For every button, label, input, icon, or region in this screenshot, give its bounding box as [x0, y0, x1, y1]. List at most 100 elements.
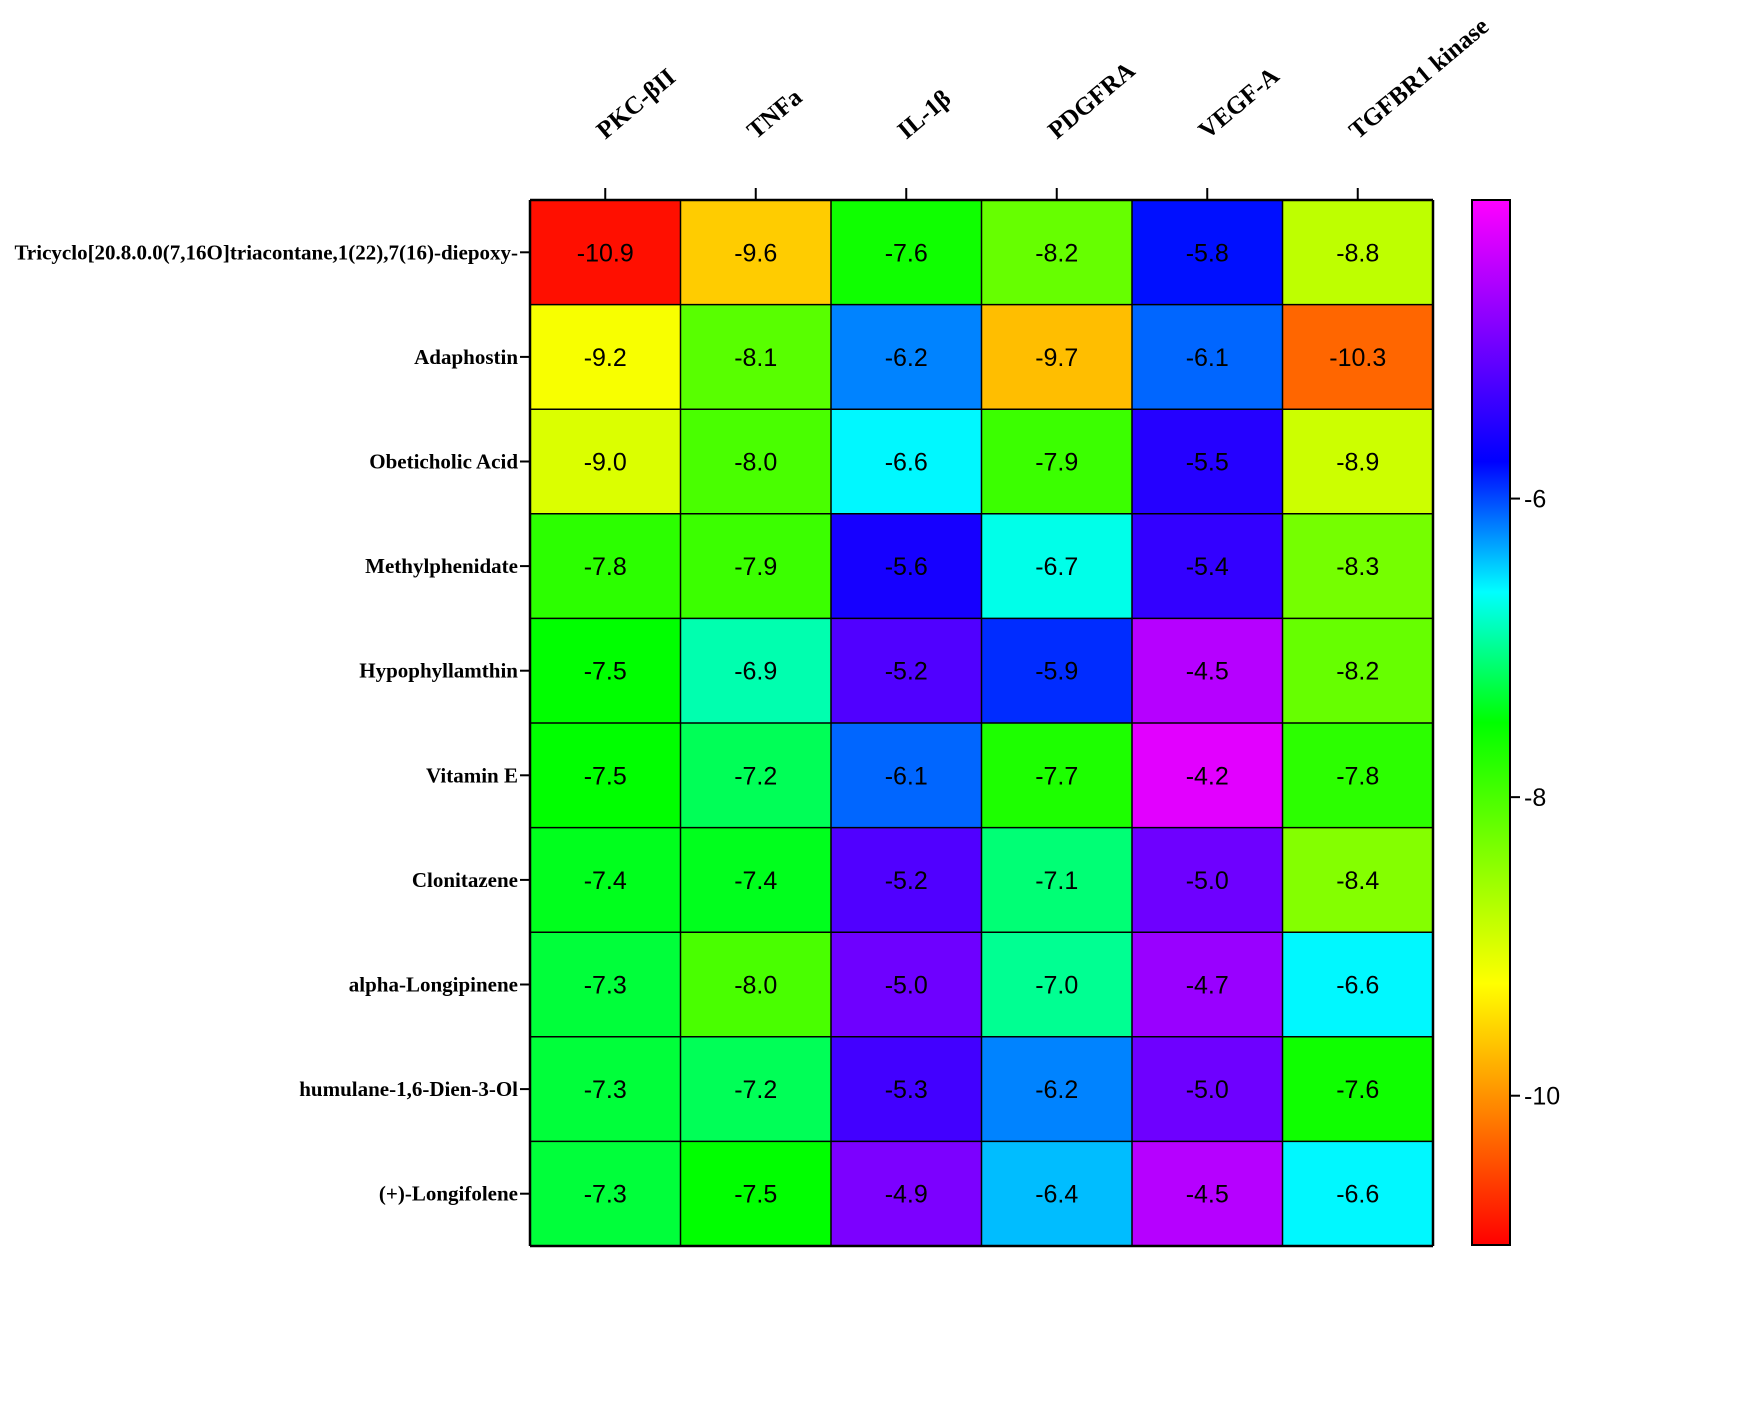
cell-value-label: -5.3 — [885, 1076, 928, 1104]
heatmap-cell — [831, 1036, 982, 1142]
heatmap-cell — [530, 723, 681, 828]
heatmap-cell — [530, 827, 681, 933]
cell-value-label: -6.2 — [1035, 1076, 1078, 1104]
cell-value-label: -5.0 — [1186, 867, 1229, 895]
heatmap-cell — [1132, 304, 1283, 410]
cell-value-label: -5.9 — [1035, 658, 1078, 686]
heatmap-cell — [831, 409, 982, 514]
heatmap-cell — [981, 409, 1132, 514]
cell-value-label: -8.3 — [1336, 553, 1379, 581]
heatmap-cell — [981, 304, 1132, 410]
colorbar-gradient — [1471, 199, 1511, 1246]
cell-value-label: -10.3 — [1329, 344, 1386, 372]
column-label: PDGFRA — [1043, 57, 1140, 145]
heatmap-cell — [1282, 409, 1433, 514]
heatmap-cell — [831, 723, 982, 828]
row-labels: Tricyclo[20.8.0.0(7,16O]triacontane,1(22… — [14, 240, 530, 1206]
cell-value-label: -6.4 — [1035, 1181, 1078, 1209]
cell-value-label: -6.6 — [1336, 972, 1379, 1000]
cell-value-label: -5.2 — [885, 867, 928, 895]
row-label: alpha-Longipinene — [349, 973, 518, 997]
cell-value-label: -5.0 — [885, 972, 928, 1000]
cell-value-label: -9.6 — [734, 239, 777, 267]
row-label: (+)-Longifolene — [379, 1182, 518, 1206]
heatmap-cell — [1282, 932, 1433, 1037]
heatmap-cell — [831, 932, 982, 1037]
heatmap-cell — [530, 304, 681, 410]
heatmap-cell — [1282, 1141, 1433, 1246]
heatmap-cell — [680, 1141, 831, 1246]
cell-value-label: -7.1 — [1035, 867, 1078, 895]
heatmap-cell — [1282, 1036, 1433, 1142]
column-label: TNFa — [742, 83, 808, 144]
heatmap-cell — [831, 513, 982, 619]
cell-value-label: -4.5 — [1186, 1181, 1229, 1209]
heatmap-cell — [831, 827, 982, 933]
heatmap-cell — [1132, 723, 1283, 828]
row-label: Vitamin E — [426, 763, 518, 787]
cell-value-label: -8.2 — [1336, 658, 1379, 686]
row-label: Methylphenidate — [365, 554, 518, 578]
heatmap-cell — [981, 1036, 1132, 1142]
row-label: Clonitazene — [412, 868, 518, 892]
cell-value-label: -7.2 — [734, 762, 777, 790]
heatmap-cell — [680, 304, 831, 410]
cell-value-label: -8.0 — [734, 972, 777, 1000]
heatmap-cell — [831, 304, 982, 410]
cell-value-label: -4.9 — [885, 1181, 928, 1209]
heatmap-cell — [1282, 827, 1433, 933]
column-label: TGFBR1 kinase — [1344, 13, 1494, 145]
heatmap-cell — [680, 513, 831, 619]
heatmap-cell — [1282, 304, 1433, 410]
cell-value-label: -4.7 — [1186, 972, 1229, 1000]
cell-value-label: -4.5 — [1186, 658, 1229, 686]
heatmap-cell — [1132, 200, 1283, 305]
cell-value-label: -7.5 — [584, 762, 627, 790]
cell-value-label: -7.6 — [885, 239, 928, 267]
cell-value-label: -7.5 — [584, 658, 627, 686]
cell-value-label: -7.6 — [1336, 1076, 1379, 1104]
heatmap-cell — [680, 723, 831, 828]
heatmap-cell — [1282, 513, 1433, 619]
heatmap-cells: -10.9 -9.6 -7.6 -8.2 -5.8 -8.8 -9.2 -8.1 -6.2 -9.… — [530, 200, 1433, 1246]
cell-value-label: -8.0 — [734, 449, 777, 477]
colorbar-tick-label: -8 — [1524, 784, 1546, 812]
heatmap-cell — [1132, 513, 1283, 619]
heatmap-cell — [680, 200, 831, 305]
heatmap-cell — [1282, 200, 1433, 305]
row-label: Adaphostin — [414, 345, 518, 369]
cell-value-label: -7.8 — [584, 553, 627, 581]
heatmap-cell — [680, 932, 831, 1037]
heatmap-cell — [1132, 618, 1283, 723]
heatmap-cell — [1132, 1036, 1283, 1142]
heatmap-cell — [530, 932, 681, 1037]
cell-value-label: -7.2 — [734, 1076, 777, 1104]
heatmap-cell — [831, 618, 982, 723]
heatmap-cell — [530, 513, 681, 619]
cell-value-label: -4.2 — [1186, 762, 1229, 790]
heatmap-cell — [981, 723, 1132, 828]
column-labels: PKC-βII TNFa IL-1β PDGFRA VEGF-A TGFBR1 kinas… — [592, 13, 1494, 200]
row-label: humulane-1,6-Dien-3-Ol — [299, 1077, 518, 1101]
heatmap-cell — [530, 200, 681, 305]
heatmap-cell — [530, 618, 681, 723]
heatmap-cell — [1282, 723, 1433, 828]
cell-value-label: -7.5 — [734, 1181, 777, 1209]
row-label: Hypophyllamthin — [359, 659, 518, 683]
cell-value-label: -6.2 — [885, 344, 928, 372]
cell-value-label: -10.9 — [577, 239, 634, 267]
heatmap-cell — [530, 1141, 681, 1246]
cell-value-label: -6.1 — [1186, 344, 1229, 372]
heatmap-cell — [680, 827, 831, 933]
colorbar: -6 -8 -10 — [1471, 199, 1560, 1246]
row-label: Obeticholic Acid — [369, 450, 518, 474]
heatmap-cell — [530, 409, 681, 514]
cell-value-label: -7.0 — [1035, 972, 1078, 1000]
cell-value-label: -7.3 — [584, 972, 627, 1000]
heatmap-cell — [680, 618, 831, 723]
row-label: Tricyclo[20.8.0.0(7,16O]triacontane,1(22… — [14, 240, 518, 264]
heatmap-cell — [981, 827, 1132, 933]
cell-value-label: -7.3 — [584, 1076, 627, 1104]
heatmap-cell — [680, 409, 831, 514]
heatmap-cell — [1132, 1141, 1283, 1246]
